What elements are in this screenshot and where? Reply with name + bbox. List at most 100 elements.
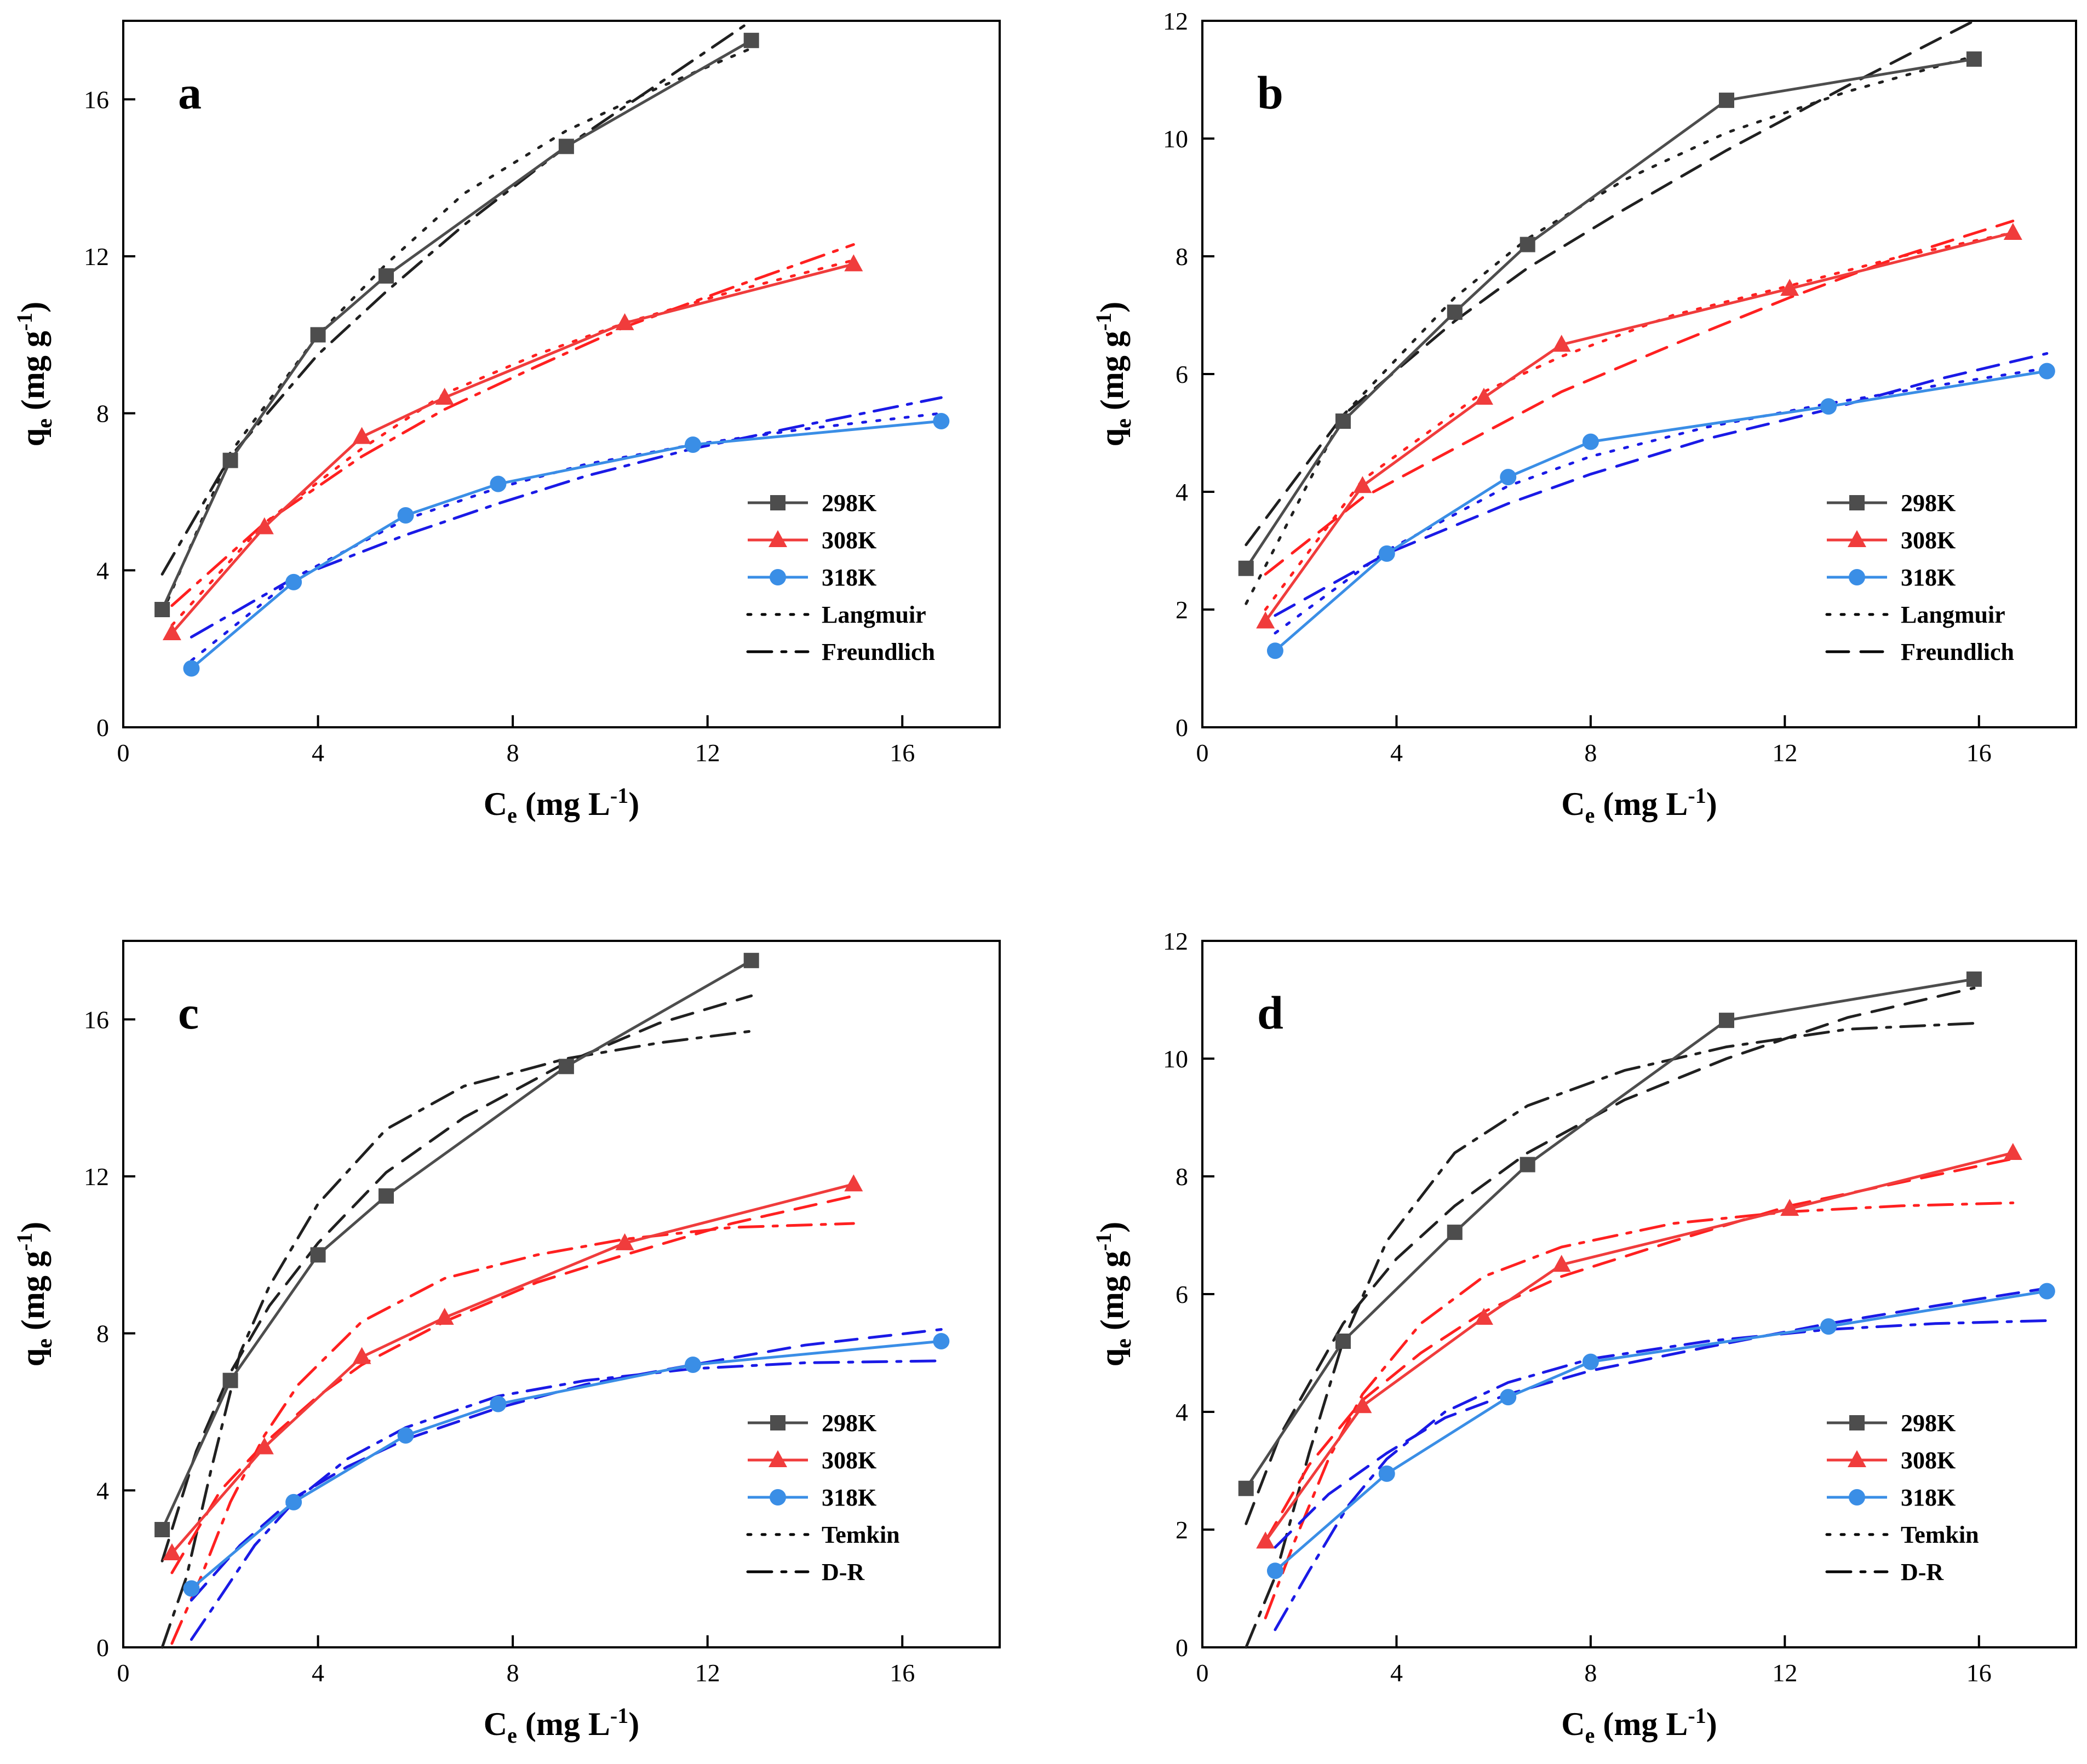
x-tick-label: 12	[1772, 1659, 1797, 1687]
data-point-298k	[743, 32, 759, 48]
y-axis-label: qe (mg g-1)	[12, 1222, 56, 1366]
y-axis-label: qe (mg g-1)	[1091, 1222, 1136, 1366]
legend-label: 318K	[822, 564, 876, 591]
series-line-298k	[1245, 58, 1975, 570]
data-point-298k	[154, 1522, 170, 1537]
data-point-308k	[435, 388, 454, 405]
data-point-318k	[933, 413, 950, 429]
x-tick-label: 4	[1390, 1659, 1403, 1687]
data-point-318k	[1582, 433, 1599, 450]
data-point-298k	[379, 268, 394, 284]
data-point-308k	[1552, 1255, 1571, 1272]
legend-label: 308K	[822, 527, 876, 554]
data-point-308k	[1353, 1396, 1372, 1414]
fit-curve-temkin-318	[1274, 1286, 2049, 1549]
data-point-318k	[685, 436, 701, 453]
data-point-308k	[1780, 1199, 1799, 1216]
data-point-308k	[162, 623, 181, 640]
y-tick-label: 10	[1163, 1045, 1188, 1073]
series-line-318k	[190, 1340, 942, 1590]
panel-a: 0 4 8 12 16 0 4 8 12 16 Ce (mg L-1) qe (mg g-1) a 298…	[12, 19, 1001, 828]
series-line-308k	[1264, 1151, 2014, 1542]
data-point-298k	[310, 327, 326, 343]
y-tick-label: 16	[84, 1005, 109, 1033]
x-tick-label: 0	[1196, 1659, 1209, 1687]
plot-frame	[122, 940, 1001, 1648]
data-point-318k	[1378, 1465, 1395, 1482]
y-tick-label: 8	[1176, 1163, 1188, 1191]
y-tick-label: 12	[84, 243, 109, 271]
y-tick-label: 2	[1176, 1516, 1188, 1544]
plot-frame	[122, 20, 1001, 728]
legend-marker	[1849, 1415, 1865, 1430]
y-tick-label: 12	[84, 1163, 109, 1191]
legend-marker	[1849, 495, 1865, 510]
x-tick-label: 0	[117, 1659, 130, 1687]
legend-marker	[770, 1415, 786, 1430]
y-axis-label: qe (mg g-1)	[1091, 302, 1136, 446]
legend-label: 308K	[1901, 1447, 1956, 1474]
data-point-298k	[1447, 304, 1463, 320]
legend: 298K 308K 318K Temkin D-R	[746, 1410, 900, 1585]
legend-label: 318K	[1901, 1484, 1956, 1511]
legend-label: Freundlich	[822, 639, 935, 665]
y-tick-label: 0	[1176, 714, 1188, 742]
data-point-308k	[615, 1233, 634, 1250]
data-point-298k	[1238, 1480, 1254, 1496]
y-tick-label: 12	[1163, 7, 1188, 35]
x-tick-label: 8	[1584, 1659, 1597, 1687]
x-tick-label: 12	[1772, 739, 1797, 767]
y-tick-label: 0	[1176, 1634, 1188, 1662]
data-point-318k	[2038, 1283, 2055, 1300]
panel-d: 0 4 8 12 16 0 2 4 6 8 10 12 Ce (mg L-1) qe (mg g-1) d 2…	[1091, 927, 2077, 1748]
panel-letter: a	[178, 66, 202, 119]
data-point-318k	[1500, 1389, 1517, 1406]
x-tick-label: 16	[1966, 739, 1992, 767]
x-tick-label: 4	[312, 739, 324, 767]
legend-label: D-R	[1901, 1559, 1944, 1585]
data-point-308k	[1474, 1308, 1493, 1325]
data-point-298k	[1966, 971, 1982, 987]
y-tick-label: 0	[96, 714, 109, 742]
series-line-318k	[190, 420, 942, 670]
fit-curve-temkin	[160, 994, 753, 1562]
x-axis-label: Ce (mg L-1)	[1561, 783, 1717, 828]
series-line-298k	[1245, 978, 1975, 1490]
fit-curve-langmuir-318	[1274, 366, 2049, 635]
data-point-298k	[222, 452, 238, 468]
y-tick-label: 8	[1176, 243, 1188, 271]
legend-marker	[770, 495, 786, 510]
fit-curve-d-r	[1245, 1022, 1976, 1649]
y-tick-label: 4	[96, 1476, 109, 1504]
data-point-318k	[685, 1357, 701, 1373]
legend-marker	[1848, 530, 1866, 547]
fit-curve-langmuir	[1245, 55, 1976, 605]
x-tick-label: 0	[117, 739, 130, 767]
data-point-298k	[1719, 93, 1734, 108]
legend-label: Temkin	[1901, 1521, 1979, 1548]
data-point-318k	[2038, 363, 2055, 380]
fit-curve-freundlich-308	[170, 243, 855, 607]
data-point-318k	[1500, 469, 1517, 486]
data-point-308k	[615, 313, 634, 330]
legend-marker	[769, 1450, 787, 1467]
data-point-298k	[1719, 1013, 1734, 1028]
y-tick-label: 6	[1176, 1280, 1188, 1308]
y-tick-label: 0	[96, 1634, 109, 1662]
data-point-298k	[1520, 1157, 1535, 1173]
data-point-298k	[1447, 1225, 1463, 1240]
x-tick-label: 4	[1390, 739, 1403, 767]
legend-label: 298K	[822, 1410, 876, 1437]
legend-label: Freundlich	[1901, 639, 2014, 665]
data-point-308k	[2003, 223, 2022, 240]
fit-curve-temkin-318	[190, 1328, 943, 1602]
x-tick-label: 8	[507, 739, 519, 767]
legend-label: 318K	[822, 1484, 876, 1511]
data-point-298k	[1335, 1334, 1351, 1349]
data-point-308k	[435, 1308, 454, 1325]
legend-label: Langmuir	[822, 601, 926, 628]
panel-letter: d	[1257, 986, 1283, 1039]
series-line-318k	[1274, 370, 2048, 652]
legend: 298K 308K 318K Langmuir Freundlich	[1825, 490, 2014, 665]
data-point-318k	[397, 507, 414, 524]
